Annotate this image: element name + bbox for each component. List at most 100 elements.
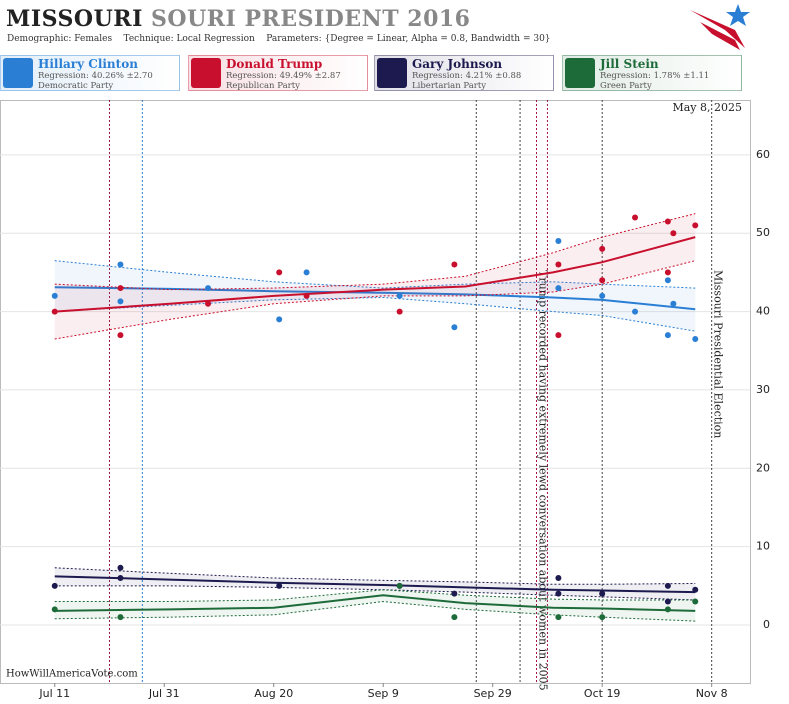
- poll-point: [51, 582, 58, 589]
- y-tick-label: 20: [756, 461, 770, 474]
- date-stamp: May 8, 2025: [672, 101, 742, 114]
- legend-regression: Regression: 4.21% ±0.88: [412, 71, 522, 81]
- poll-point: [451, 324, 458, 331]
- poll-point: [692, 586, 699, 593]
- poll-point: [599, 245, 606, 252]
- poll-point: [205, 300, 212, 307]
- band-upper: [54, 567, 696, 585]
- poll-point: [599, 590, 606, 597]
- poll-point: [692, 222, 699, 229]
- legend-icon: [377, 58, 407, 88]
- legend-party: Republican Party: [226, 81, 300, 91]
- fit-line: [54, 236, 696, 313]
- y-tick-label: 60: [756, 148, 770, 161]
- poll-point: [451, 614, 458, 621]
- poll-point: [664, 582, 671, 589]
- logo: [690, 4, 750, 50]
- poll-point: [396, 308, 403, 315]
- poll-point: [117, 574, 124, 581]
- x-tick-label: Jul 11: [38, 687, 70, 700]
- poll-point: [664, 598, 671, 605]
- band-upper: [54, 589, 696, 603]
- poll-point: [692, 335, 699, 342]
- legend-regression: Regression: 49.49% ±2.87: [226, 71, 341, 81]
- poll-point: [303, 292, 310, 299]
- poll-point: [599, 292, 606, 299]
- poll-point: [117, 261, 124, 268]
- legend-item: Hillary Clinton Regression: 40.26% ±2.70 D…: [0, 55, 180, 91]
- legend-name: Gary Johnson: [412, 57, 503, 71]
- legend-item: Gary Johnson Regression: 4.21% ±0.88 Liber…: [374, 55, 554, 91]
- x-tick-label: Jul 31: [148, 687, 180, 700]
- poll-point: [276, 582, 283, 589]
- x-tick-label: Nov 8: [696, 687, 728, 700]
- header: MISSOURI SOURI PRESIDENT 2016 Demographi…: [0, 0, 789, 52]
- poll-point: [555, 614, 562, 621]
- legend-party: Green Party: [600, 81, 652, 91]
- band-lower: [54, 585, 696, 601]
- y-tick-label: 0: [763, 618, 770, 631]
- poll-point: [117, 614, 124, 621]
- y-tick-label: 50: [756, 226, 770, 239]
- poll-point: [396, 582, 403, 589]
- poll-point: [555, 285, 562, 292]
- title-rest: SOURI PRESIDENT 2016: [151, 6, 471, 32]
- title-main: MISSOURI: [6, 6, 143, 32]
- legend-item: Jill Stein Regression: 1.78% ±1.11 Green P…: [562, 55, 742, 91]
- poll-point: [555, 590, 562, 597]
- y-tick-label: 10: [756, 540, 770, 553]
- watermark: HowWillAmericaVote.com: [6, 669, 138, 680]
- poll-point: [555, 238, 562, 245]
- legend-regression: Regression: 1.78% ±1.11: [600, 71, 710, 81]
- poll-point: [555, 574, 562, 581]
- poll-point: [396, 292, 403, 299]
- y-tick-label: 40: [756, 305, 770, 318]
- poll-point: [303, 269, 310, 276]
- poll-point: [51, 308, 58, 315]
- poll-point: [664, 277, 671, 284]
- poll-point: [692, 598, 699, 605]
- poll-point: [51, 292, 58, 299]
- poll-point: [451, 590, 458, 597]
- poll-point: [117, 298, 124, 305]
- legend-regression: Regression: 40.26% ±2.70: [38, 71, 153, 81]
- legend-party: Libertarian Party: [412, 81, 487, 91]
- x-tick-label: Aug 20: [254, 687, 293, 700]
- poll-point: [664, 606, 671, 613]
- y-tick-label: 30: [756, 383, 770, 396]
- poll-point: [632, 214, 639, 221]
- x-tick-label: Oct 19: [584, 687, 621, 700]
- subtitle: Demographic: Females Technique: Local Re…: [7, 34, 551, 44]
- band-lower: [54, 260, 696, 340]
- poll-point: [117, 285, 124, 292]
- x-tick-label: Sep 9: [368, 687, 399, 700]
- legend-party: Democratic Party: [38, 81, 114, 91]
- poll-point: [555, 332, 562, 339]
- event-label: Missouri Presidential Election: [712, 270, 725, 438]
- poll-point: [555, 261, 562, 268]
- confidence-band: [54, 260, 696, 332]
- title: MISSOURI SOURI PRESIDENT 2016: [6, 6, 471, 32]
- legend-icon: [3, 58, 33, 88]
- band-lower: [54, 296, 696, 332]
- poll-point: [276, 269, 283, 276]
- plot-area: [0, 100, 751, 684]
- legend-name: Jill Stein: [600, 57, 659, 71]
- legend-name: Hillary Clinton: [38, 57, 138, 71]
- legend-icon: [565, 58, 595, 88]
- poll-point: [664, 218, 671, 225]
- poll-point: [117, 564, 124, 571]
- poll-point: [599, 277, 606, 284]
- poll-point: [632, 308, 639, 315]
- band-lower: [54, 601, 696, 622]
- fit-line: [54, 575, 696, 594]
- event-label: Trump recorded having extremely lewd con…: [536, 270, 549, 691]
- fit-line: [54, 594, 696, 612]
- poll-point: [670, 300, 677, 307]
- poll-point: [51, 606, 58, 613]
- legend-name: Donald Trump: [226, 57, 323, 71]
- poll-point: [117, 332, 124, 339]
- poll-point: [664, 332, 671, 339]
